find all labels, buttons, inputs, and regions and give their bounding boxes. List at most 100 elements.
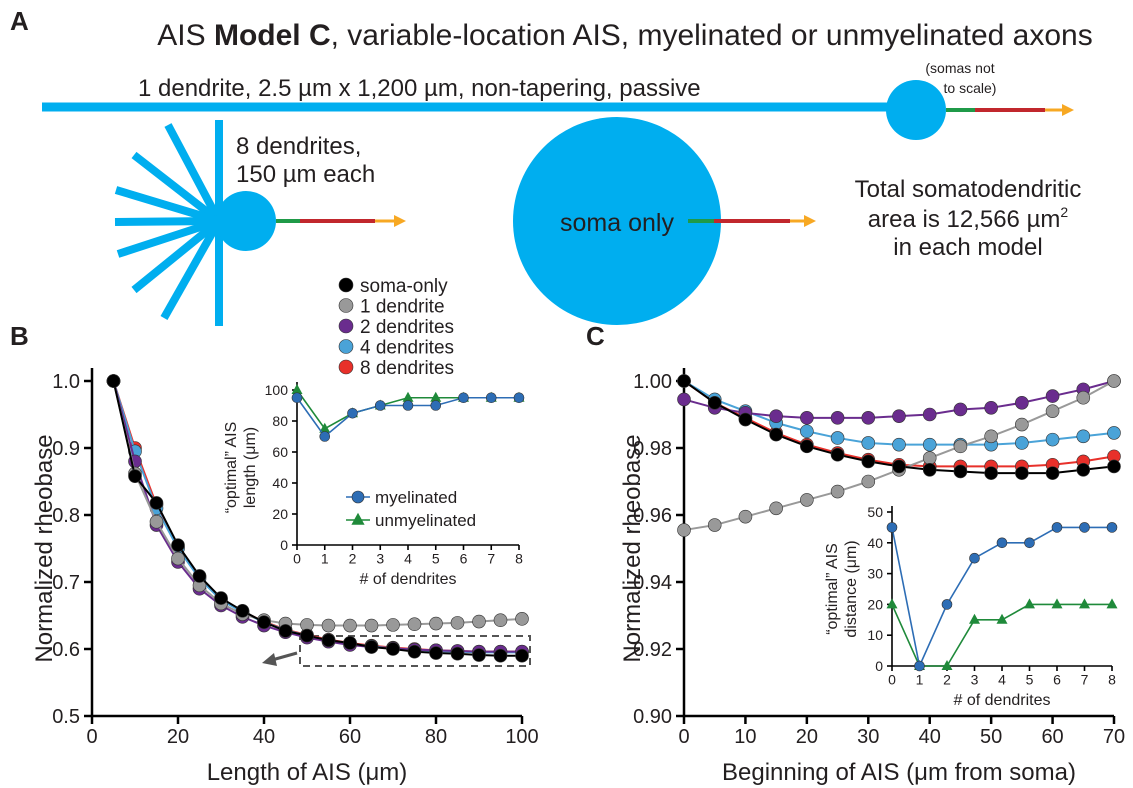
- note-text: soma only: [560, 209, 674, 237]
- legend-label: unmyelinated: [375, 511, 476, 530]
- arrow-head: [262, 653, 277, 666]
- data-point: [472, 614, 486, 629]
- y-tick-label: 0.7: [52, 572, 80, 594]
- data-point: [941, 660, 953, 670]
- dendrites: [114, 120, 223, 326]
- data-point: [407, 617, 422, 632]
- legend-marker: [338, 318, 354, 334]
- dendrite: [164, 123, 223, 223]
- dendrite-note: 8 dendrites,: [236, 133, 361, 160]
- data-point: [769, 427, 783, 442]
- data-point: [1015, 466, 1029, 480]
- data-point: [1106, 522, 1118, 533]
- y-tick-label: 20: [867, 596, 883, 612]
- note-text: 150 µm each: [236, 161, 375, 188]
- data-point: [106, 374, 121, 388]
- panel-label: A: [10, 6, 29, 36]
- data-point: [984, 466, 998, 480]
- arrow-head: [1062, 104, 1074, 116]
- data-point: [861, 474, 876, 489]
- dendrite: [160, 219, 223, 320]
- data-point: [1051, 522, 1063, 533]
- x-tick-label: 70: [1103, 726, 1125, 748]
- data-point: [458, 392, 469, 404]
- x-tick-label: 4: [998, 671, 1006, 687]
- y-tick-label: 0.9: [52, 438, 80, 460]
- panel-label-text: C: [586, 321, 605, 351]
- y-tick-label: 40: [272, 475, 288, 491]
- data-point: [450, 616, 465, 630]
- area-note: area is 12,566 µm2: [868, 204, 1069, 233]
- data-point: [707, 518, 722, 532]
- dendrite-note: 150 µm each: [236, 161, 375, 188]
- y-tick-label: 100: [265, 382, 289, 398]
- data-point: [886, 598, 898, 609]
- x-tick-label: 4: [404, 550, 412, 566]
- zoom-arrow: [271, 651, 298, 662]
- data-point: [1079, 598, 1090, 609]
- panel-a-title: AIS Model C, variable-location AIS, myel…: [157, 19, 1092, 52]
- data-point: [321, 633, 336, 648]
- data-point: [149, 496, 164, 510]
- data-point: [738, 509, 753, 524]
- area-note: in each model: [893, 234, 1042, 261]
- x-tick-label: 30: [857, 726, 879, 748]
- legend-label: 1 dendrite: [360, 296, 445, 317]
- panel-label: B: [10, 321, 29, 351]
- data-point: [1079, 522, 1090, 533]
- title-part: , variable-location AIS, myelinated or u…: [331, 19, 1093, 52]
- data-point: [321, 618, 336, 633]
- data-point: [922, 407, 937, 422]
- data-point: [515, 648, 529, 663]
- data-point: [1015, 436, 1029, 450]
- x-tick-label: 6: [1053, 671, 1061, 687]
- x-tick-label: 40: [919, 726, 941, 748]
- y-tick-label: 0: [875, 658, 883, 674]
- data-point: [1076, 390, 1091, 405]
- soma: [886, 80, 946, 140]
- data-point: [1045, 432, 1060, 447]
- data-point: [769, 409, 783, 423]
- legend-marker: [351, 512, 365, 525]
- data-point: [319, 422, 331, 433]
- data-point: [969, 613, 980, 624]
- data-point: [319, 431, 331, 442]
- data-point: [493, 613, 508, 627]
- note-text: 8 dendrites,: [236, 133, 361, 160]
- series-line: [891, 603, 1112, 667]
- data-point: [1045, 404, 1060, 418]
- legend-marker: [338, 277, 354, 293]
- x-tick-label: 60: [339, 726, 361, 748]
- y-tick-label: 40: [867, 535, 883, 551]
- dendrite: [131, 151, 222, 225]
- data-point: [347, 407, 358, 419]
- note-text: 1 dendrite, 2.5 µm x 1,200 µm, non-taper…: [138, 75, 701, 102]
- y-axis-label: length (μm): [242, 427, 259, 508]
- data-point: [300, 628, 314, 643]
- y-tick-label: 0.96: [633, 505, 672, 527]
- x-tick-label: 0: [888, 671, 896, 687]
- x-tick-label: 5: [1026, 671, 1034, 687]
- x-axis-label: Length of AIS (μm): [207, 759, 408, 786]
- data-point: [861, 411, 876, 425]
- data-point: [171, 538, 185, 552]
- title-part: AIS: [157, 19, 214, 52]
- note-text: to scale): [944, 80, 997, 96]
- dendrite: [114, 186, 221, 225]
- data-point: [430, 400, 442, 411]
- legend-label: 4 dendrites: [360, 337, 454, 358]
- y-tick-label: 0.6: [52, 639, 80, 661]
- data-point: [343, 636, 357, 650]
- y-tick-label: 20: [272, 506, 288, 522]
- x-tick-label: 2: [943, 671, 951, 687]
- soma-label: soma only: [560, 209, 674, 237]
- y-tick-label: 30: [867, 566, 883, 582]
- soma: [216, 191, 276, 251]
- legend-marker: [351, 490, 365, 504]
- y-axis-label: Normalized rheobase: [619, 434, 646, 662]
- series-line: [891, 526, 1112, 669]
- data-point: [941, 599, 953, 610]
- x-tick-label: 3: [971, 671, 979, 687]
- note-text: in each model: [893, 234, 1042, 261]
- data-point: [1015, 417, 1029, 432]
